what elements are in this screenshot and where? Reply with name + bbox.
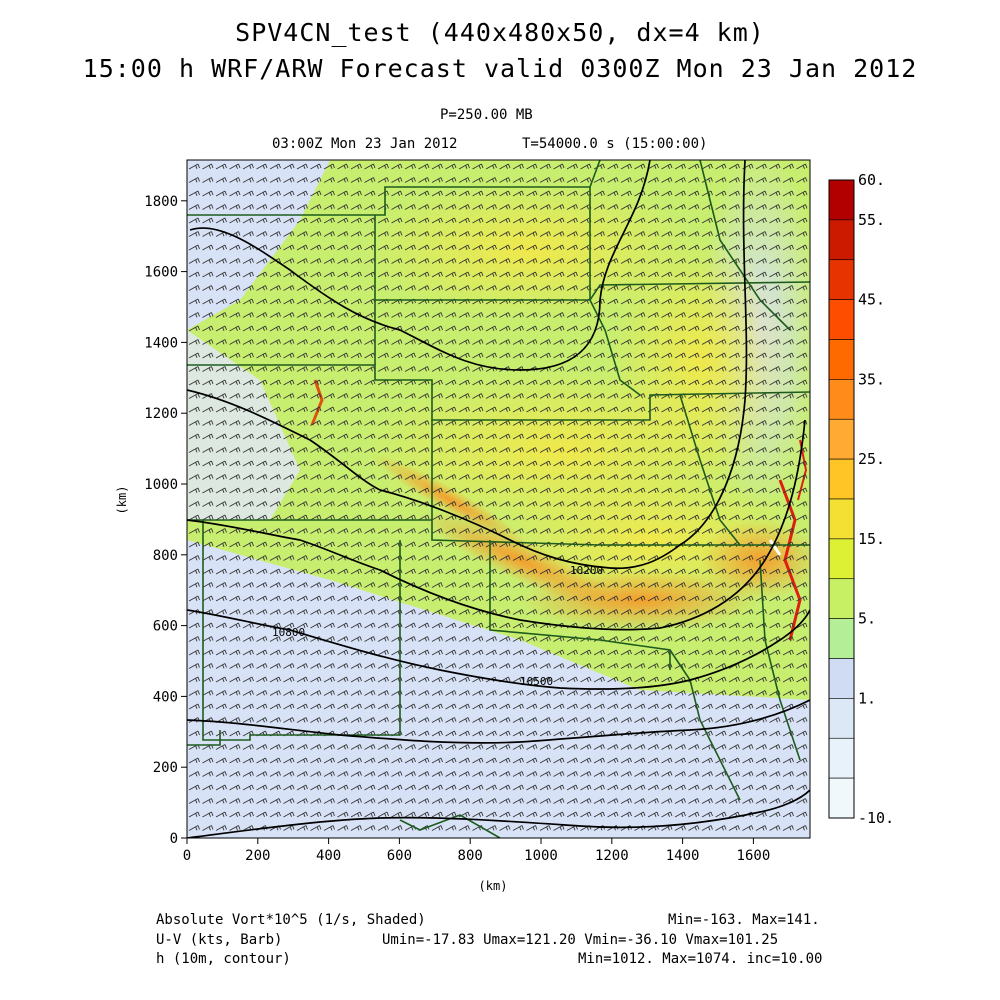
colorbar-segment	[828, 658, 855, 699]
colorbar-segment	[828, 578, 855, 619]
colorbar-label: -10.	[858, 809, 894, 827]
colorbar-label: 5.	[858, 610, 876, 628]
colorbar-segment	[828, 339, 855, 380]
colorbar-label: 35.	[858, 370, 885, 388]
x-tick-label: 1400	[666, 848, 700, 864]
x-tick-label: 600	[387, 848, 412, 864]
colorbar-segment	[828, 737, 855, 779]
footer-stats-3: Min=1012. Max=1074. inc=10.00	[578, 951, 823, 967]
colorbar-label: 55.	[858, 211, 885, 229]
state-boundaries	[187, 160, 810, 838]
colorbar-label: 1.	[858, 689, 876, 707]
x-tick-label: 1600	[737, 848, 771, 864]
footer-stats-1: Min=-163. Max=141.	[668, 912, 820, 928]
colorbar: 60. 55. 45. 35. 25. 15. 5. 1. -10.	[828, 171, 894, 827]
colorbar-segment	[828, 498, 855, 540]
y-axis-label: (km)	[115, 486, 129, 515]
x-tick-label: 1200	[595, 848, 629, 864]
colorbar-segment	[828, 538, 855, 580]
y-tick-label: 1400	[144, 335, 178, 351]
colorbar-frame	[828, 179, 855, 819]
colorbar-segment	[828, 219, 855, 261]
y-tick-label: 600	[153, 619, 178, 635]
chart-subtitle: 15:00 h WRF/ARW Forecast valid 0300Z Mon…	[82, 54, 918, 83]
colorbar-segment	[828, 777, 855, 819]
footer-field-1: Absolute Vort*10^5 (1/s, Shaded)	[156, 912, 426, 928]
x-tick-label: 200	[245, 848, 270, 864]
colorbar-label: 45.	[858, 291, 885, 309]
colorbar-segment	[828, 458, 855, 500]
y-axis: 0 200 400 600 800 1000 1200 1400 1600 1800	[144, 194, 187, 847]
footer-field-2: U-V (kts, Barb)	[156, 932, 283, 948]
x-axis: 0 200 400 600 800 1000 1200 1400 1600	[183, 838, 770, 864]
height-contours	[187, 160, 810, 838]
y-tick-label: 1200	[144, 406, 178, 422]
colorbar-segment	[828, 259, 855, 300]
plot-frame	[186, 159, 811, 839]
y-tick-label: 1000	[144, 477, 178, 493]
x-tick-label: 800	[458, 848, 483, 864]
colorbar-segment	[828, 179, 855, 221]
colorbar-label: 25.	[858, 450, 885, 468]
footer-stats-2: Umin=-17.83 Umax=121.20 Vmin=-36.10 Vmax…	[382, 932, 779, 948]
x-axis-label: (km)	[479, 879, 508, 893]
chart-title: SPV4CN_test (440x480x50, dx=4 km)	[235, 18, 765, 47]
colorbar-label: 60.	[858, 171, 885, 189]
pressure-level-label: P=250.00 MB	[440, 107, 533, 123]
y-tick-label: 0	[170, 831, 178, 847]
colorbar-segment	[828, 698, 855, 739]
x-tick-label: 400	[316, 848, 341, 864]
vorticity-field	[187, 160, 810, 838]
colorbar-segment	[828, 618, 855, 659]
valid-time-label: 03:00Z Mon 23 Jan 2012	[272, 136, 458, 152]
colorbar-label: 15.	[858, 530, 885, 548]
model-time-label: T=54000.0 s (15:00:00)	[522, 136, 708, 152]
colorbar-segment	[828, 379, 855, 420]
contour-label: 10200	[570, 564, 603, 577]
y-tick-label: 200	[153, 760, 178, 776]
y-tick-label: 1800	[144, 194, 178, 210]
contour-label: 10500	[520, 675, 553, 688]
contour-label: 10800	[272, 626, 305, 639]
x-tick-label: 1000	[524, 848, 558, 864]
y-tick-label: 400	[153, 689, 178, 705]
y-tick-label: 800	[153, 548, 178, 564]
colorbar-segment	[828, 299, 855, 340]
colorbar-segment	[828, 418, 855, 460]
footer-field-3: h (10m, contour)	[156, 951, 291, 967]
x-tick-label: 0	[183, 848, 191, 864]
y-tick-label: 1600	[144, 265, 178, 281]
